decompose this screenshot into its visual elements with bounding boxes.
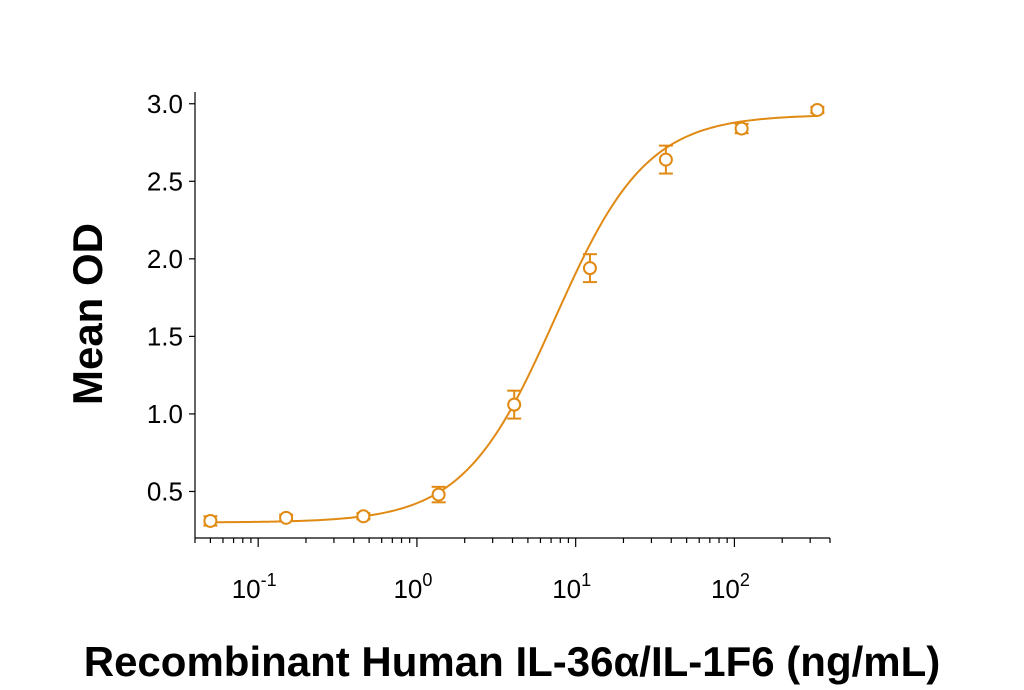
data-point	[356, 509, 371, 524]
x-tick-label: 102	[711, 570, 750, 604]
y-tick-label: 2.5	[147, 166, 183, 196]
y-tick-label: 3.0	[147, 89, 183, 119]
y-tick-label: 1.5	[147, 321, 183, 351]
x-tick-label: 10-1	[232, 570, 277, 604]
y-tick-label: 0.5	[147, 476, 183, 506]
y-tick-label: 2.0	[147, 244, 183, 274]
y-tick-label: 1.0	[147, 399, 183, 429]
data-point	[279, 510, 294, 525]
data-point	[507, 397, 522, 412]
data-point	[582, 261, 597, 276]
plot-area: 0.5 1.0 1.5 2.0 2.5 3.0 10-1 100 101 102	[147, 89, 831, 604]
data-point	[734, 121, 749, 136]
fit-curve	[210, 114, 818, 524]
x-axis-title: Recombinant Human IL-36α/IL-1F6 (ng/mL)	[84, 638, 941, 685]
data-point	[810, 102, 825, 117]
x-tick-label: 101	[552, 570, 591, 604]
x-tick-label: 100	[393, 570, 432, 604]
y-axis-title: Mean OD	[64, 223, 111, 405]
data-point	[431, 487, 446, 502]
data-point	[658, 152, 673, 167]
data-point	[203, 513, 218, 528]
